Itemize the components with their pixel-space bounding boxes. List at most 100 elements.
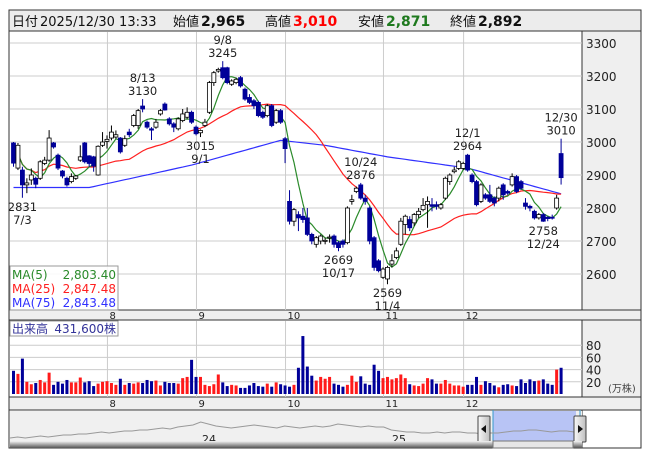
volume-bar — [265, 383, 269, 394]
triangle-right-icon — [578, 425, 583, 433]
candle-body — [64, 177, 70, 186]
date-axis-top — [8, 309, 642, 321]
volume-bar — [470, 384, 474, 394]
candle-body — [385, 266, 390, 280]
annotation-date: 10/24 — [344, 155, 377, 169]
month-label: 9 — [198, 399, 204, 410]
candle-body — [166, 118, 172, 125]
volume-bar — [314, 380, 318, 394]
candle-body — [322, 239, 328, 242]
range-navigator[interactable]: 24 25 — [9, 410, 587, 449]
volume-bar — [452, 385, 456, 394]
navigator-right-handle[interactable] — [573, 415, 587, 443]
volume-bar — [167, 383, 171, 394]
month-label: 12 — [466, 311, 479, 322]
candle-body — [407, 219, 413, 229]
volume-bar — [203, 384, 207, 394]
candle-body — [429, 204, 435, 207]
volume-bar — [354, 381, 358, 394]
candle-body — [420, 204, 426, 211]
volume-bar — [230, 384, 234, 394]
candle-body — [491, 197, 497, 204]
candle-body — [434, 204, 439, 207]
month-label: 10 — [288, 399, 301, 410]
candle-body — [336, 242, 341, 248]
close-value: 2,892 — [478, 14, 522, 30]
annotation-price: 3015 — [186, 139, 215, 153]
volume-bar — [194, 376, 198, 394]
volume-bar — [363, 383, 367, 394]
volume-bars — [12, 336, 563, 394]
candle-body — [100, 141, 105, 146]
low-value: 2,871 — [386, 14, 430, 30]
candle-body — [416, 210, 422, 216]
price-tick-label: 3100 — [586, 103, 617, 117]
candle-body — [24, 182, 30, 186]
candle-body — [389, 260, 395, 265]
candle-body — [398, 220, 404, 245]
volume-bar — [216, 374, 220, 394]
volume-bar — [457, 385, 461, 394]
candle-body — [402, 215, 408, 225]
volume-bar — [261, 386, 265, 394]
candle-body — [367, 207, 373, 242]
candle-body — [91, 156, 97, 167]
volume-bar — [74, 382, 78, 394]
scrollbar-thumb[interactable] — [492, 440, 574, 449]
candle-body — [255, 102, 261, 117]
volume-tick-label: 80 — [586, 339, 601, 353]
candle-body — [411, 214, 417, 224]
volume-bar — [368, 384, 372, 394]
price-axis-panel — [581, 30, 642, 311]
volume-bar — [403, 378, 407, 394]
navigator-left-handle[interactable] — [477, 415, 491, 443]
candle-body — [113, 134, 119, 138]
annotation-price: 2876 — [346, 168, 375, 182]
volume-bar — [394, 378, 398, 394]
month-label: 9 — [198, 311, 204, 322]
candle-body — [358, 184, 364, 199]
volume-axis-panel — [581, 319, 642, 398]
volume-bar — [412, 385, 416, 394]
volume-bar — [390, 379, 394, 394]
volume-bar — [47, 372, 51, 394]
volume-bar — [332, 383, 336, 394]
navigator-selection[interactable] — [493, 411, 576, 441]
ma75-value: 2,843.48 — [63, 296, 116, 310]
volume-bar — [154, 380, 158, 394]
volume-legend: 出来高 431,600株 — [9, 320, 119, 337]
candle-body — [238, 77, 243, 87]
datetime: 2025/12/30 13:33 — [40, 15, 157, 30]
volume-bar — [439, 383, 443, 394]
candle-body — [73, 175, 79, 179]
volume-bar — [372, 364, 376, 394]
candle-body — [37, 161, 43, 179]
volume-bar — [319, 376, 323, 394]
annotation-date: 12/30 — [545, 111, 578, 125]
volume-bar — [145, 379, 149, 394]
volume-bar — [239, 387, 243, 394]
candle-body — [313, 237, 319, 245]
volume-bar — [519, 379, 523, 394]
close-label: 終値 — [450, 14, 476, 30]
volume-bar — [69, 382, 73, 394]
quote-header: 日付 2025/12/30 13:33 始値 2,965 高値 3,010 安値… — [8, 9, 642, 32]
candle-body — [260, 111, 266, 118]
annotation-price: 3130 — [128, 84, 157, 98]
scrollbar-track[interactable] — [10, 441, 582, 448]
volume-bar — [305, 366, 309, 394]
price-tick-label: 2700 — [586, 235, 617, 249]
volume-bar — [176, 383, 180, 394]
candle-body — [536, 214, 542, 219]
volume-bar — [163, 381, 167, 394]
candle-body — [496, 187, 502, 199]
candle-body — [140, 105, 146, 110]
price-tick-label: 3000 — [586, 136, 617, 150]
ma25-label: MA(25) — [12, 282, 55, 296]
candle-body — [344, 207, 350, 244]
axis-labels: 3300 3200 3100 3000 2900 2800 2700 2600 80604020… — [109, 37, 635, 410]
candle-body — [135, 110, 141, 126]
candle-body — [158, 110, 163, 115]
volume-tick-label: 40 — [586, 364, 601, 378]
